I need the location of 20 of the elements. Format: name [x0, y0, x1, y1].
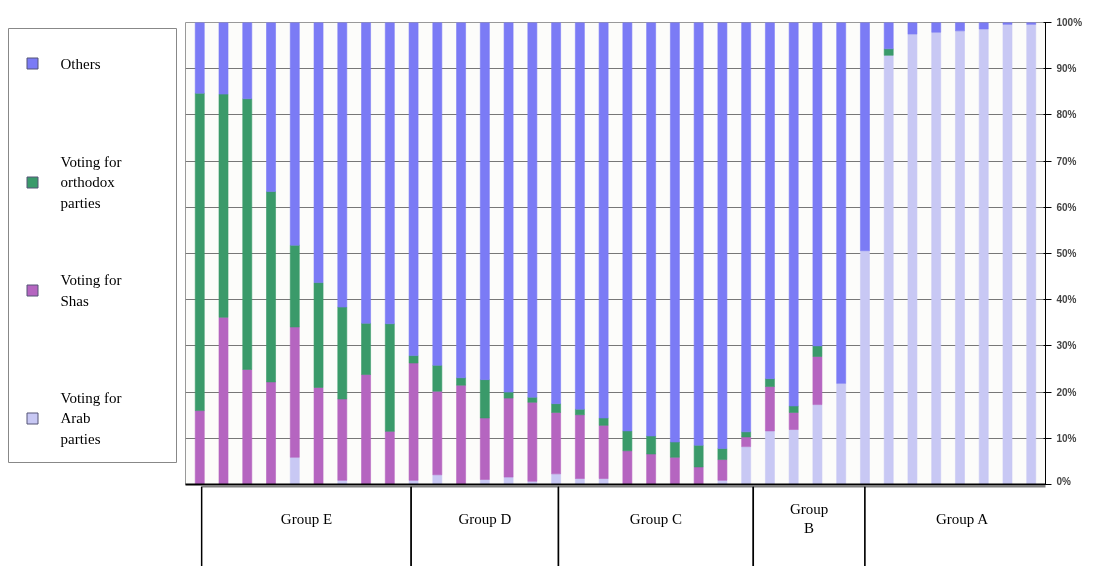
- y-tick-label: 70%: [1056, 155, 1077, 167]
- text: Group B: [789, 500, 829, 537]
- y-tick-label: 90%: [1056, 63, 1077, 75]
- y-tick-label: 60%: [1056, 201, 1077, 213]
- y-tick-label: 20%: [1056, 386, 1077, 398]
- y-tick-label: 30%: [1056, 340, 1077, 352]
- text: Group A: [935, 510, 989, 527]
- y-tick-label: 40%: [1056, 294, 1077, 306]
- y-tick-label: 0%: [1056, 475, 1072, 487]
- legend-label: Voting for Shas: [60, 272, 122, 309]
- legend-label: Voting for orthodox parties: [60, 153, 122, 212]
- y-tick-label: 80%: [1056, 109, 1077, 121]
- legend-label: Others: [60, 55, 101, 72]
- text: Group E: [280, 510, 333, 527]
- text: Group C: [629, 510, 682, 527]
- y-tick-label: 10%: [1056, 432, 1077, 444]
- text: Group D: [458, 510, 512, 527]
- y-tick-label: 50%: [1056, 248, 1077, 259]
- y-tick-label: 100%: [1056, 17, 1083, 28]
- legend-label: Voting for Arab parties: [60, 389, 122, 448]
